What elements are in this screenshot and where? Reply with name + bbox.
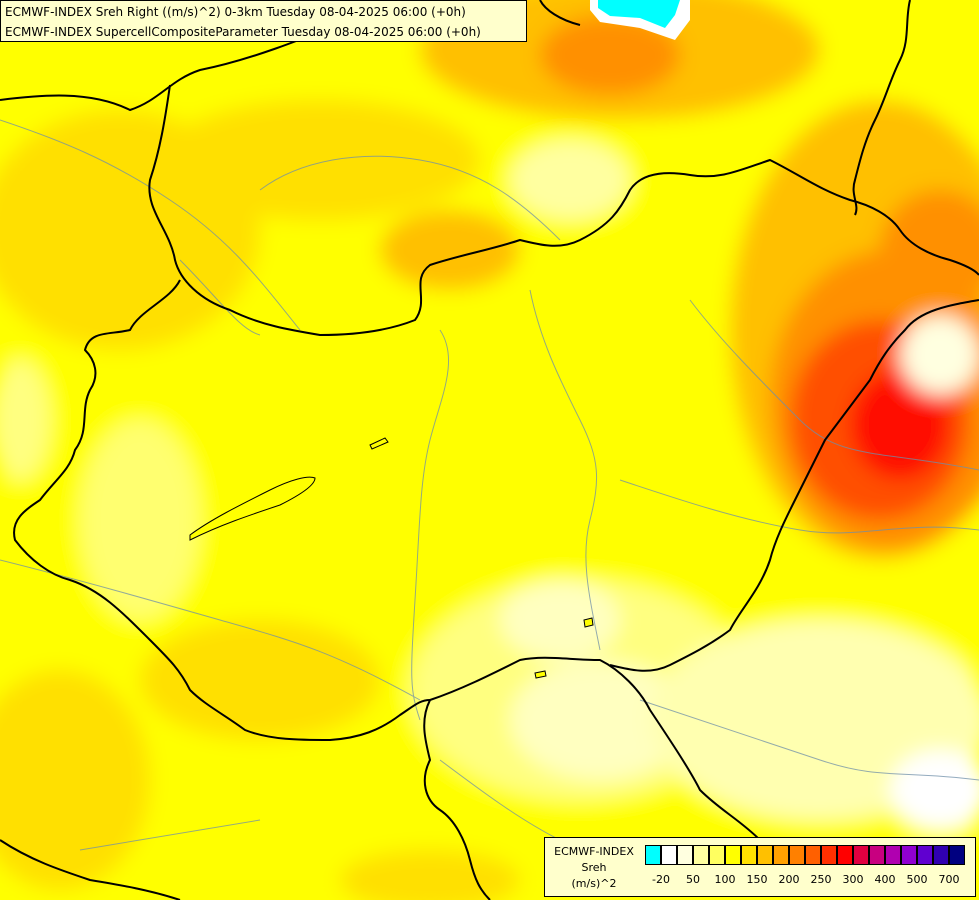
river-lines bbox=[0, 119, 979, 851]
legend-tick-label: 250 bbox=[810, 873, 832, 886]
legend-swatch bbox=[789, 845, 805, 865]
legend-swatch bbox=[933, 845, 949, 865]
legend-tick-label: 150 bbox=[746, 873, 768, 886]
title-line-scp: ECMWF-INDEX SupercellCompositeParameter … bbox=[5, 25, 481, 39]
legend-swatch bbox=[677, 845, 693, 865]
sreh-negative-patch bbox=[590, 0, 690, 40]
legend-tick-label: 300 bbox=[842, 873, 864, 886]
legend-swatch bbox=[709, 845, 725, 865]
legend-tick-label: 700 bbox=[938, 873, 960, 886]
color-legend: ECMWF-INDEX Sreh (m/s)^2 -20 50 100 150 200 2… bbox=[544, 837, 976, 897]
legend-swatch bbox=[917, 845, 933, 865]
legend-tick-label: 500 bbox=[906, 873, 928, 886]
legend-tick-label: 200 bbox=[778, 873, 800, 886]
legend-swatch bbox=[949, 845, 965, 865]
legend-swatch bbox=[645, 845, 661, 865]
legend-tick-label: 50 bbox=[686, 873, 700, 886]
lake-outlines bbox=[189, 437, 594, 679]
legend-swatch bbox=[661, 845, 677, 865]
map-title-box: ECMWF-INDEX Sreh Right ((m/s)^2) 0-3km T… bbox=[0, 0, 527, 42]
legend-tick-label: 400 bbox=[874, 873, 896, 886]
legend-tick-label: 100 bbox=[714, 873, 736, 886]
legend-variable-label: Sreh bbox=[581, 861, 607, 874]
legend-swatch bbox=[725, 845, 741, 865]
legend-swatch bbox=[741, 845, 757, 865]
title-line-sreh: ECMWF-INDEX Sreh Right ((m/s)^2) 0-3km T… bbox=[5, 5, 466, 19]
legend-tick-label: -20 bbox=[652, 873, 670, 886]
legend-swatch bbox=[885, 845, 901, 865]
legend-swatch bbox=[869, 845, 885, 865]
legend-swatch bbox=[693, 845, 709, 865]
legend-unit-label: (m/s)^2 bbox=[571, 877, 617, 890]
legend-swatch bbox=[853, 845, 869, 865]
legend-model-label: ECMWF-INDEX bbox=[554, 845, 634, 858]
legend-swatch bbox=[757, 845, 773, 865]
legend-swatch bbox=[901, 845, 917, 865]
legend-swatch bbox=[805, 845, 821, 865]
legend-swatch bbox=[837, 845, 853, 865]
legend-swatch bbox=[773, 845, 789, 865]
legend-swatch bbox=[821, 845, 837, 865]
